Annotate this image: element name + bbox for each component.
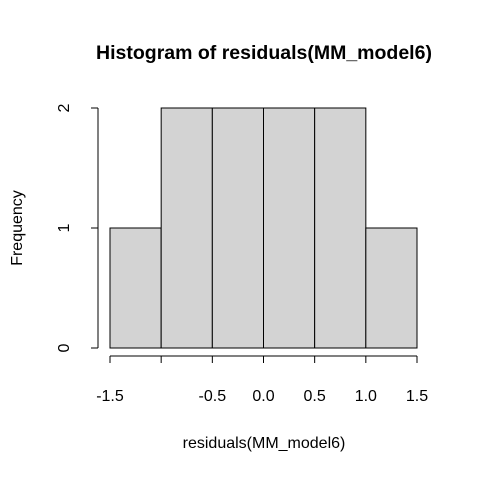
x-tick-label-2: -0.5 (199, 388, 227, 405)
histogram-bar-1 (160, 107, 213, 349)
bars-group (109, 107, 418, 349)
histogram-bar-3 (263, 107, 316, 349)
histogram-bar-0 (109, 227, 162, 349)
x-axis-label: residuals(MM_model6) (183, 435, 346, 452)
x-tick-label-6: 1.5 (406, 388, 428, 405)
x-tick-label-5: 1.0 (355, 388, 377, 405)
chart-title: Histogram of residuals(MM_model6) (96, 42, 432, 64)
x-tick-label-4: 0.5 (304, 388, 326, 405)
x-axis: -1.5 -0.5 0.0 0.5 1.0 1.5 (96, 355, 428, 405)
histogram-bar-2 (211, 107, 264, 349)
histogram-bar-4 (314, 107, 367, 349)
x-tick-label-3: 0.0 (252, 388, 274, 405)
x-tick-label-0: -1.5 (96, 388, 124, 405)
y-tick-label-0: 0 (56, 343, 73, 352)
y-axis-label: Frequency (9, 190, 26, 266)
y-axis: 0 1 2 (56, 103, 99, 352)
histogram-bar-5 (365, 227, 418, 349)
y-tick-label-1: 1 (56, 223, 73, 232)
y-tick-label-2: 2 (56, 103, 73, 112)
